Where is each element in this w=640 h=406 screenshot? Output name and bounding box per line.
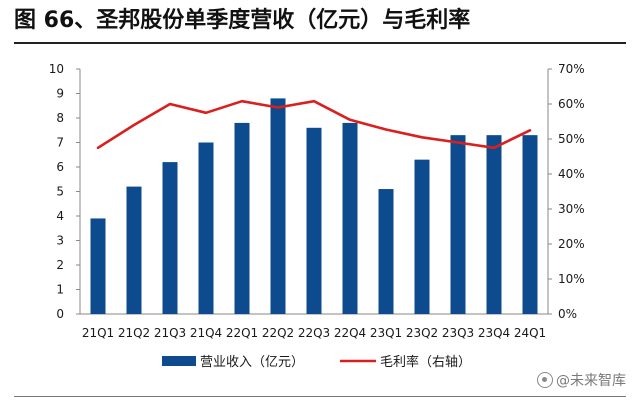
left-y-tick-label: 0 <box>56 307 64 321</box>
left-y-tick-label: 1 <box>56 283 64 297</box>
x-tick-label: 21Q1 <box>82 326 114 340</box>
left-y-tick-label: 2 <box>56 258 64 272</box>
revenue-bar <box>378 189 394 314</box>
left-y-tick-label: 7 <box>56 136 64 150</box>
revenue-bar <box>522 135 538 314</box>
revenue-bar <box>414 159 430 314</box>
x-tick-label: 22Q2 <box>262 326 294 340</box>
revenue-bar <box>270 98 286 315</box>
left-y-tick-label: 4 <box>56 209 64 223</box>
x-tick-label: 24Q1 <box>514 326 546 340</box>
right-y-tick-label: 10% <box>558 272 585 286</box>
title-divider <box>14 42 626 44</box>
x-tick-label: 22Q4 <box>334 326 366 340</box>
revenue-bar <box>486 135 502 314</box>
watermark: @未来智库 <box>537 370 626 392</box>
left-y-tick-label: 5 <box>56 185 64 199</box>
revenue-bar <box>306 127 322 314</box>
left-y-tick-label: 8 <box>56 111 64 125</box>
revenue-bar <box>234 122 250 315</box>
figure-title: 图 66、圣邦股份单季度营收（亿元）与毛利率 <box>14 8 471 33</box>
right-y-tick-label: 20% <box>558 237 585 251</box>
revenue-bar <box>90 218 106 314</box>
x-tick-label: 21Q2 <box>118 326 150 340</box>
right-y-tick-label: 50% <box>558 132 585 146</box>
right-y-tick-label: 70% <box>558 62 585 76</box>
revenue-bar <box>126 186 142 314</box>
x-tick-label: 23Q2 <box>406 326 438 340</box>
x-tick-label: 23Q4 <box>478 326 510 340</box>
right-y-tick-label: 40% <box>558 167 585 181</box>
revenue-bar <box>198 142 214 314</box>
x-tick-label: 21Q3 <box>154 326 186 340</box>
right-y-tick-label: 0% <box>558 307 577 321</box>
right-y-tick-label: 30% <box>558 202 585 216</box>
gross-margin-line <box>96 99 532 150</box>
right-y-tick-label: 60% <box>558 97 585 111</box>
x-tick-label: 23Q1 <box>370 326 402 340</box>
revenue-bar <box>162 162 178 314</box>
legend-margin-label: 毛利率（右轴） <box>380 354 471 370</box>
watermark-text: @未来智库 <box>556 373 626 389</box>
left-y-tick-label: 10 <box>49 62 64 76</box>
revenue-bar <box>342 122 358 315</box>
x-tick-label: 21Q4 <box>190 326 222 340</box>
bottom-divider <box>14 396 626 397</box>
x-tick-label: 22Q3 <box>298 326 330 340</box>
left-y-tick-label: 6 <box>56 160 64 174</box>
left-y-tick-label: 3 <box>56 234 64 248</box>
watermark-logo-icon <box>537 372 553 388</box>
x-tick-label: 22Q1 <box>226 326 258 340</box>
legend-revenue-label: 营业收入（亿元） <box>200 355 304 370</box>
left-y-tick-label: 9 <box>56 87 64 101</box>
legend-bar-swatch <box>162 356 196 366</box>
revenue-bar <box>450 135 466 314</box>
x-tick-label: 23Q3 <box>442 326 474 340</box>
